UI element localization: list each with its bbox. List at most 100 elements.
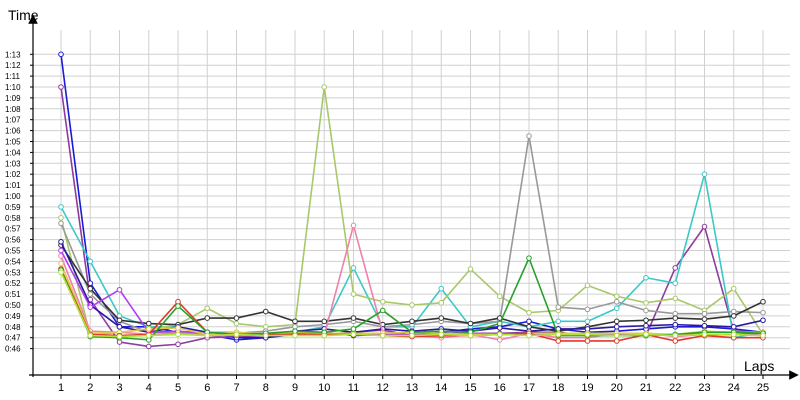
- x-tick-label: 23: [698, 382, 710, 394]
- y-tick-label: 0:48: [5, 323, 21, 332]
- data-point: [701, 223, 708, 230]
- data-point: [58, 220, 64, 227]
- x-tick-label: 11: [348, 382, 359, 394]
- data-point: [496, 337, 503, 343]
- data-point: [584, 282, 591, 289]
- data-point: [701, 316, 708, 322]
- y-tick-label: 1:03: [5, 159, 21, 168]
- y-tick-label: 0:46: [5, 345, 21, 354]
- y-tick-label: 0:56: [5, 236, 21, 245]
- data-point: [409, 332, 415, 339]
- data-point: [672, 280, 679, 287]
- data-point: [672, 338, 679, 344]
- data-point: [438, 300, 445, 306]
- data-point: [613, 293, 620, 300]
- data-point: [379, 307, 386, 314]
- data-point: [672, 265, 679, 271]
- series-13: [58, 269, 766, 340]
- x-tick-label: 19: [581, 382, 593, 394]
- y-axis-title: Time: [8, 7, 39, 23]
- y-tick-label: 0:49: [5, 312, 21, 321]
- data-point: [116, 324, 123, 330]
- data-point: [116, 286, 123, 293]
- data-point: [760, 317, 766, 324]
- y-tick-label: 0:47: [5, 334, 21, 343]
- data-point: [262, 332, 269, 339]
- x-tick-label: 25: [757, 382, 769, 394]
- y-tick-label: 0:55: [5, 247, 21, 256]
- data-point: [321, 318, 328, 325]
- data-point: [233, 331, 240, 338]
- data-point: [350, 315, 357, 321]
- data-point: [204, 332, 211, 339]
- x-tick-label: 17: [523, 382, 535, 394]
- data-point: [613, 318, 620, 325]
- data-point: [58, 247, 64, 254]
- data-point: [58, 260, 64, 267]
- data-point: [116, 333, 123, 340]
- data-point: [584, 331, 591, 338]
- data-point: [672, 315, 679, 321]
- x-tick-label: 6: [204, 382, 210, 394]
- data-point: [672, 321, 679, 328]
- data-point: [175, 325, 181, 331]
- data-point: [672, 295, 679, 302]
- data-point: [350, 326, 357, 332]
- data-point: [555, 318, 562, 325]
- data-point: [613, 305, 620, 312]
- data-point: [87, 304, 94, 310]
- y-tick-label: 1:10: [5, 83, 21, 92]
- data-point: [321, 332, 328, 339]
- data-point: [555, 338, 562, 344]
- data-point: [58, 215, 64, 221]
- data-point: [584, 306, 591, 313]
- data-point: [58, 51, 64, 58]
- data-point: [467, 332, 474, 339]
- y-tick-label: 0:54: [5, 257, 21, 266]
- data-point: [58, 84, 64, 90]
- y-tick-label: 1:00: [5, 192, 21, 201]
- y-tick-label: 1:02: [5, 170, 21, 179]
- y-tick-label: 1:04: [5, 148, 21, 157]
- y-tick-labels: 0:46 0:47 0:48 0:49 0:50 0:51 0:52 0:53 0:540:55…: [5, 50, 21, 353]
- axes: [28, 14, 799, 380]
- data-point: [496, 293, 503, 300]
- data-point: [672, 332, 679, 339]
- data-point: [526, 309, 532, 316]
- data-point: [292, 332, 298, 339]
- x-axis-title: Laps: [744, 358, 774, 374]
- data-point: [730, 285, 737, 292]
- data-point: [701, 310, 708, 317]
- data-point: [87, 332, 94, 339]
- data-point: [438, 315, 445, 321]
- data-point: [350, 222, 357, 229]
- data-point: [379, 332, 386, 339]
- data-point: [350, 265, 357, 271]
- data-point: [204, 315, 211, 321]
- y-tick-label: 1:07: [5, 116, 21, 125]
- data-point: [643, 274, 649, 281]
- x-tick-label: 9: [292, 382, 298, 394]
- data-point: [145, 332, 152, 339]
- x-tick-label: 12: [377, 382, 389, 394]
- y-tick-label: 0:53: [5, 268, 21, 277]
- data-point: [730, 331, 737, 338]
- data-point: [613, 298, 620, 305]
- data-point: [467, 266, 474, 272]
- data-point: [613, 332, 620, 339]
- data-point: [643, 300, 649, 306]
- x-tick-label: 8: [263, 382, 269, 394]
- data-point: [58, 238, 64, 245]
- data-point: [321, 84, 328, 90]
- x-tick-label: 13: [406, 382, 418, 394]
- data-point: [233, 320, 240, 327]
- data-point: [58, 204, 64, 210]
- y-tick-label: 0:52: [5, 279, 21, 288]
- x-tick-label: 18: [552, 382, 564, 394]
- y-tick-label: 1:09: [5, 94, 21, 103]
- x-tick-label: 22: [669, 382, 681, 394]
- data-point: [145, 320, 152, 327]
- data-point: [379, 298, 386, 305]
- y-tick-label: 0:59: [5, 203, 21, 212]
- x-tick-label: 24: [728, 382, 740, 394]
